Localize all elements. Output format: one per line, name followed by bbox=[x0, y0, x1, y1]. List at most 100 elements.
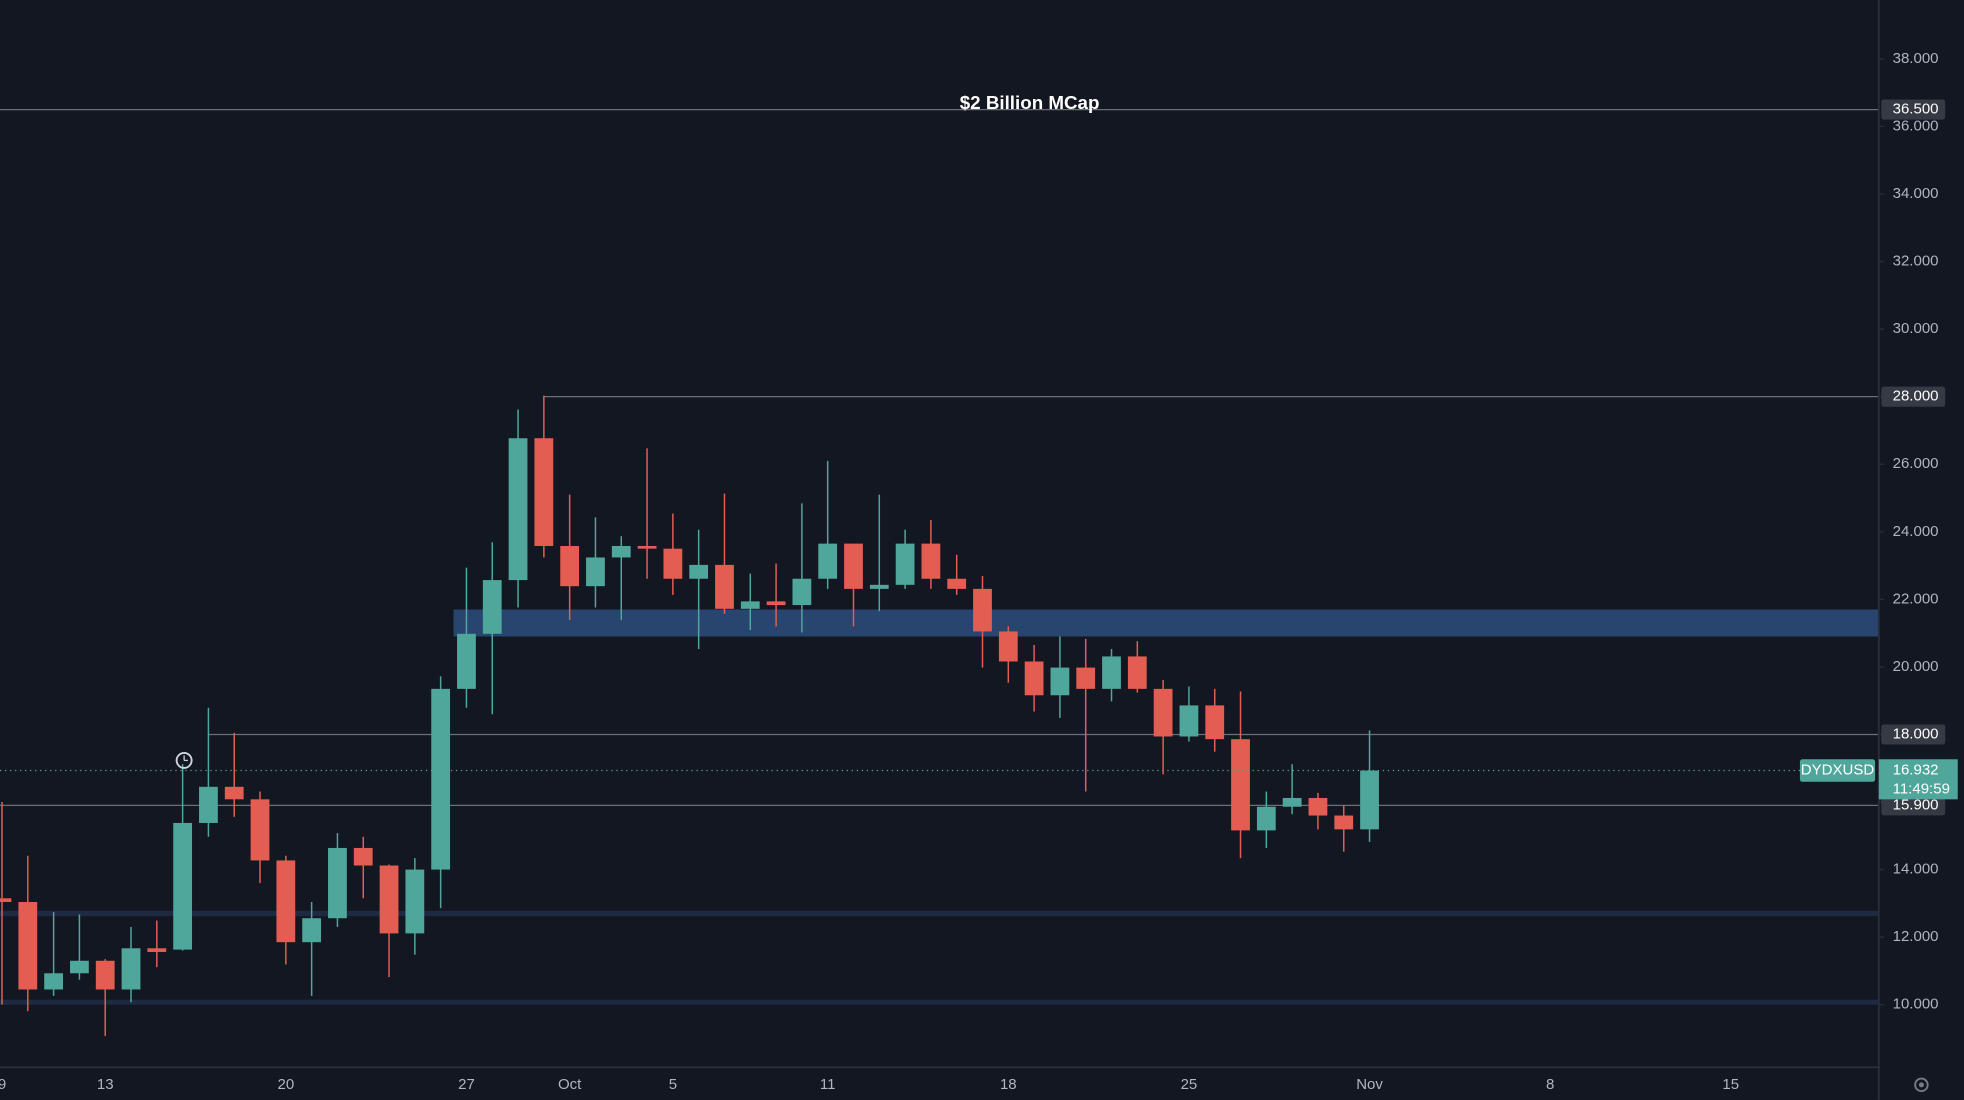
candle-body bbox=[353, 847, 373, 866]
alarm-icon bbox=[175, 751, 193, 769]
candle-body bbox=[147, 948, 167, 952]
plot-area bbox=[0, 108, 1879, 1037]
x-tick-label: Oct bbox=[558, 1076, 582, 1093]
candle-body bbox=[1256, 806, 1276, 831]
x-tick-label: 20 bbox=[277, 1076, 294, 1093]
candle-body bbox=[302, 918, 322, 943]
candle-body bbox=[1102, 656, 1121, 689]
y-tick-label: 12.000 bbox=[1893, 928, 1939, 945]
level-label: 18.000 bbox=[1893, 725, 1939, 742]
candle-body bbox=[1308, 797, 1328, 816]
candle-body bbox=[998, 631, 1018, 662]
candle-body bbox=[405, 869, 425, 934]
candle-body bbox=[44, 973, 64, 990]
candle-body bbox=[534, 438, 554, 546]
candle-body bbox=[1179, 705, 1199, 737]
candle-body bbox=[766, 601, 786, 606]
candle-body bbox=[18, 901, 38, 990]
level-tag bbox=[1881, 386, 1946, 407]
candle-body bbox=[1231, 739, 1250, 831]
candle-body bbox=[792, 578, 812, 606]
candle-body bbox=[328, 847, 347, 919]
y-tick-label: 26.000 bbox=[1893, 455, 1939, 472]
symbol-tag bbox=[1799, 759, 1876, 782]
level-label: 15.900 bbox=[1893, 796, 1939, 813]
candle-body bbox=[70, 960, 89, 974]
candle-body bbox=[121, 948, 141, 990]
candle-body bbox=[431, 688, 451, 870]
countdown-label: 11:49:59 bbox=[1893, 780, 1950, 797]
candle-body bbox=[611, 545, 631, 558]
candle-body bbox=[276, 860, 296, 943]
y-tick-label: 24.000 bbox=[1893, 523, 1939, 540]
candle-body bbox=[1050, 667, 1070, 696]
y-tick-label: 32.000 bbox=[1893, 253, 1939, 270]
x-tick-label: 27 bbox=[458, 1076, 475, 1093]
level-label: 28.000 bbox=[1893, 388, 1939, 405]
x-tick-label: 9 bbox=[0, 1076, 6, 1093]
x-tick-label: 18 bbox=[1000, 1076, 1017, 1093]
candle-body bbox=[482, 580, 502, 634]
price-tag bbox=[1878, 759, 1958, 800]
candle-body bbox=[457, 633, 476, 689]
y-tick-label: 30.000 bbox=[1893, 320, 1939, 337]
x-tick-label: Nov bbox=[1356, 1076, 1383, 1093]
candle-body bbox=[1153, 688, 1173, 737]
price-label: 16.932 bbox=[1893, 762, 1939, 779]
level-tag bbox=[1881, 795, 1946, 816]
x-tick-label: 8 bbox=[1546, 1076, 1554, 1093]
x-tick-label: 11 bbox=[820, 1076, 836, 1093]
candle-body bbox=[1076, 667, 1096, 689]
candle-body bbox=[818, 543, 838, 579]
x-tick-label: 13 bbox=[97, 1076, 114, 1093]
level-tag bbox=[1881, 724, 1946, 745]
candle-body bbox=[715, 564, 734, 609]
candle-body bbox=[1024, 661, 1044, 696]
candle-body bbox=[1282, 797, 1302, 807]
candle-body bbox=[1205, 705, 1225, 740]
level-tag bbox=[1881, 99, 1946, 120]
candle-body bbox=[586, 557, 605, 587]
candle-body bbox=[1127, 656, 1147, 689]
x-tick-label: 5 bbox=[669, 1076, 677, 1093]
x-tick-label: 15 bbox=[1722, 1076, 1739, 1093]
candle-body bbox=[1360, 770, 1379, 830]
zone bbox=[453, 609, 1879, 637]
candle-body bbox=[637, 545, 657, 549]
zone bbox=[0, 999, 1879, 1005]
y-tick-label: 38.000 bbox=[1893, 50, 1939, 67]
symbol-label: DYDXUSD bbox=[1801, 762, 1875, 779]
candle-body bbox=[95, 960, 115, 990]
candle-body bbox=[250, 799, 270, 861]
candle-body bbox=[689, 564, 709, 579]
candle-body bbox=[224, 786, 244, 800]
candle-body bbox=[947, 578, 967, 589]
settings-icon[interactable] bbox=[1914, 1077, 1929, 1093]
y-tick-label: 34.000 bbox=[1893, 185, 1939, 202]
y-tick-label: 22.000 bbox=[1893, 590, 1939, 607]
candle-body bbox=[199, 786, 218, 823]
level-label: 36.500 bbox=[1893, 101, 1939, 118]
y-tick-label: 20.000 bbox=[1893, 658, 1939, 675]
candle-body bbox=[895, 543, 915, 585]
annotation: $2 Billion MCap bbox=[960, 92, 1100, 113]
y-tick-label: 14.000 bbox=[1893, 861, 1939, 878]
candle-body bbox=[973, 588, 992, 632]
candle-body bbox=[379, 865, 399, 934]
candle-body bbox=[173, 822, 193, 950]
y-tick-label: 36.000 bbox=[1893, 117, 1939, 134]
candle-body bbox=[0, 898, 12, 902]
candle-body bbox=[508, 438, 528, 581]
candle-body bbox=[740, 601, 760, 609]
candle-body bbox=[663, 548, 683, 579]
candle-body bbox=[869, 584, 889, 589]
candle-body bbox=[921, 543, 941, 579]
zone bbox=[0, 910, 1879, 917]
x-tick-label: 25 bbox=[1181, 1076, 1198, 1093]
y-tick-label: 10.000 bbox=[1893, 996, 1939, 1013]
candle-body bbox=[1334, 815, 1354, 830]
candle-body bbox=[844, 543, 863, 589]
candle-body bbox=[560, 545, 580, 587]
